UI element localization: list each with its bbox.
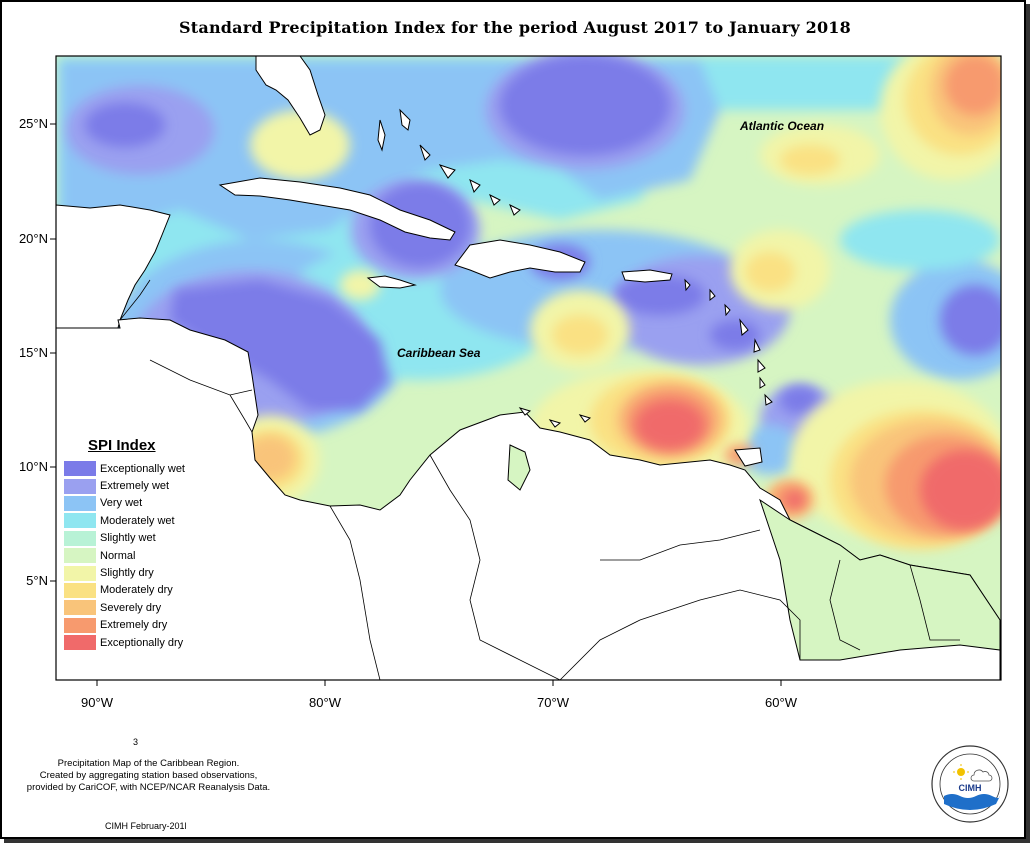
y-tick-label: 25°N: [18, 116, 48, 131]
legend-swatch: [64, 635, 96, 651]
legend-label: Severely dry: [100, 601, 162, 614]
x-tick-label: 90°W: [81, 695, 113, 710]
spi-legend: SPI Index Exceptionally wet Extremely wet…: [64, 437, 204, 651]
logo-text: CIMH: [959, 783, 982, 793]
y-tick-label: 10°N: [18, 459, 48, 474]
legend-label: Slightly wet: [100, 532, 156, 545]
legend-swatch: [64, 495, 96, 511]
legend-item: Exceptionally dry: [64, 634, 204, 651]
legend-item: Extremely wet: [64, 477, 204, 494]
legend-title: SPI Index: [88, 437, 156, 454]
legend-swatch: [64, 617, 96, 633]
legend-label: Moderately wet: [100, 514, 175, 527]
legend-swatch: [64, 461, 96, 477]
legend-label: Slightly dry: [100, 567, 154, 580]
legend-item: Moderately wet: [64, 512, 204, 529]
y-tick-label: 5°N: [26, 573, 48, 588]
legend-label: Extremely wet: [100, 480, 170, 493]
legend-swatch: [64, 600, 96, 616]
legend-label: Exceptionally wet: [100, 462, 185, 475]
legend-label: Normal: [100, 549, 136, 562]
legend-swatch: [64, 565, 96, 581]
atlantic-ocean-label: Atlantic Ocean: [740, 119, 825, 133]
legend-item: Slightly dry: [64, 564, 204, 581]
legend-swatch: [64, 548, 96, 564]
y-tick-label: 15°N: [18, 345, 48, 360]
footnote-line: Precipitation Map of the Caribbean Regio…: [57, 758, 240, 769]
small-mark: 3: [133, 737, 139, 747]
legend-item: Extremely dry: [64, 617, 204, 634]
legend-item: Normal: [64, 547, 204, 564]
legend-swatch: [64, 530, 96, 546]
legend-swatch: [64, 582, 96, 598]
legend-swatch: [64, 513, 96, 529]
cimh-logo-icon: CIMH: [931, 745, 1009, 823]
legend-swatch: [64, 478, 96, 494]
legend-item: Exceptionally wet: [64, 460, 204, 477]
legend-item: Moderately dry: [64, 582, 204, 599]
x-tick-label: 80°W: [309, 695, 341, 710]
x-tick-label: 70°W: [537, 695, 569, 710]
footnote-line: Created by aggregating station based obs…: [39, 770, 258, 781]
legend-label: Very wet: [100, 497, 143, 510]
caribbean-sea-label: Caribbean Sea: [397, 346, 481, 360]
map-title: Standard Precipitation Index for the per…: [179, 18, 851, 37]
footnote-line: provided by CariCOF, with NCEP/NCAR Rean…: [26, 782, 271, 793]
legend-item: Very wet: [64, 495, 204, 512]
legend-label: Extremely dry: [100, 619, 168, 632]
y-tick-label: 20°N: [18, 231, 48, 246]
legend-item: Slightly wet: [64, 530, 204, 547]
credit-text: CIMH February-201l: [105, 821, 187, 831]
legend-label: Moderately dry: [100, 584, 173, 597]
x-tick-label: 60°W: [765, 695, 797, 710]
legend-label: Exceptionally dry: [100, 636, 184, 649]
footnote: Precipitation Map of the Caribbean Regio…: [6, 758, 291, 794]
legend-item: Severely dry: [64, 599, 204, 616]
